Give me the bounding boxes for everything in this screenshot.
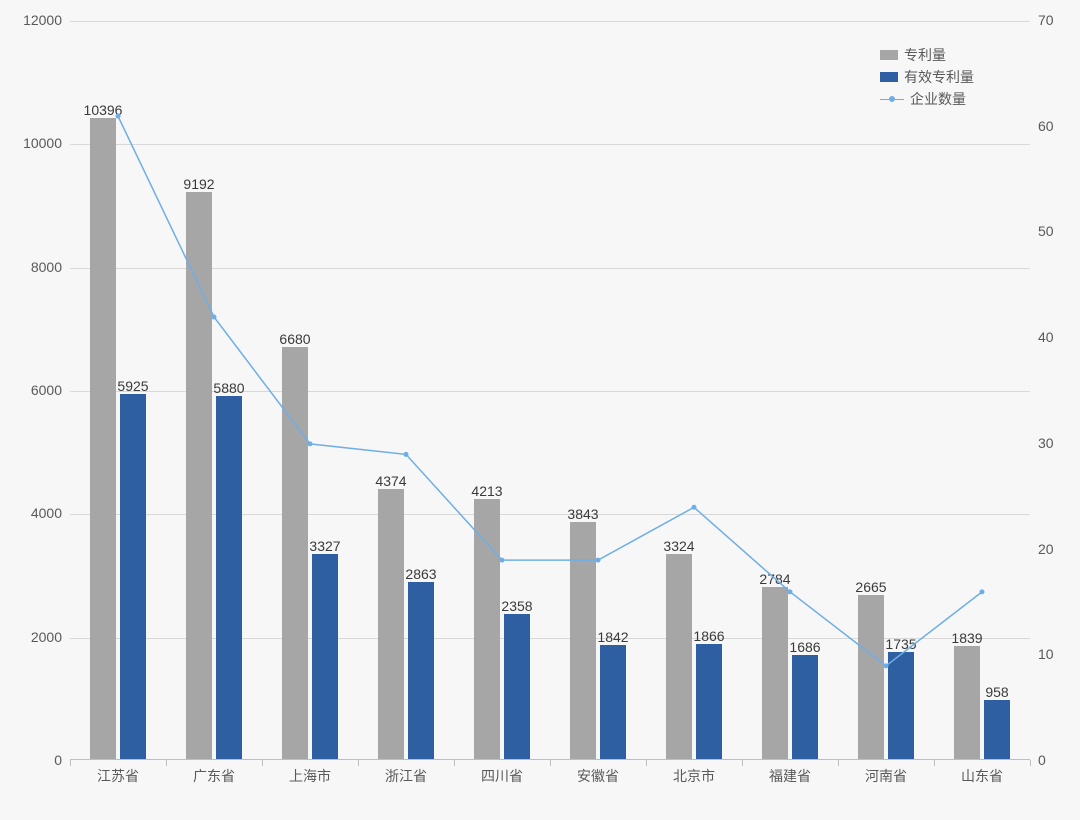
y-right-tick-label: 40 — [1038, 329, 1054, 345]
y-right-tick-label: 70 — [1038, 12, 1054, 28]
y-right-tick-label: 30 — [1038, 435, 1054, 451]
plot-area: 1039659259192588066803327437428634213235… — [70, 20, 1030, 760]
y-left-tick-label: 2000 — [31, 629, 62, 645]
y-right-tick-label: 20 — [1038, 541, 1054, 557]
line-marker — [596, 558, 601, 563]
y-right-tick-label: 50 — [1038, 223, 1054, 239]
x-tick — [646, 760, 647, 766]
x-tick — [358, 760, 359, 766]
legend-swatch — [880, 72, 898, 82]
line-marker — [884, 663, 889, 668]
line-marker — [308, 441, 313, 446]
x-category-label: 上海市 — [289, 766, 331, 786]
legend-item: 有效专利量 — [880, 68, 974, 86]
x-category-label: 四川省 — [481, 766, 523, 786]
legend-swatch — [880, 50, 898, 60]
x-tick — [838, 760, 839, 766]
line-marker — [980, 589, 985, 594]
x-category-label: 江苏省 — [97, 766, 139, 786]
x-category-label: 安徽省 — [577, 766, 619, 786]
legend-label: 专利量 — [904, 45, 946, 65]
y-left-tick-label: 4000 — [31, 505, 62, 521]
y-left-tick-label: 0 — [54, 752, 62, 768]
x-tick — [742, 760, 743, 766]
legend-line-swatch — [880, 92, 904, 106]
legend: 专利量有效专利量企业数量 — [880, 46, 974, 112]
line-marker — [404, 452, 409, 457]
x-tick — [550, 760, 551, 766]
y-axis-left: 020004000600080001000012000 — [0, 20, 70, 760]
combo-chart: 1039659259192588066803327437428634213235… — [0, 0, 1080, 820]
y-left-tick-label: 12000 — [23, 12, 62, 28]
y-right-tick-label: 10 — [1038, 646, 1054, 662]
x-tick — [1030, 760, 1031, 766]
y-left-tick-label: 6000 — [31, 382, 62, 398]
x-category-label: 山东省 — [961, 766, 1003, 786]
x-category-label: 广东省 — [193, 766, 235, 786]
line-marker — [212, 315, 217, 320]
line-series — [70, 21, 1030, 759]
x-tick — [454, 760, 455, 766]
line-marker — [692, 505, 697, 510]
line-marker — [500, 558, 505, 563]
x-category-label: 河南省 — [865, 766, 907, 786]
y-right-tick-label: 0 — [1038, 752, 1046, 768]
legend-label: 有效专利量 — [904, 67, 974, 87]
legend-label: 企业数量 — [910, 89, 966, 109]
x-tick — [934, 760, 935, 766]
x-tick — [70, 760, 71, 766]
y-left-tick-label: 10000 — [23, 135, 62, 151]
y-left-tick-label: 8000 — [31, 259, 62, 275]
x-tick — [262, 760, 263, 766]
x-tick — [166, 760, 167, 766]
x-category-label: 北京市 — [673, 766, 715, 786]
y-axis-right: 010203040506070 — [1030, 20, 1080, 760]
x-category-label: 福建省 — [769, 766, 811, 786]
line-marker — [788, 589, 793, 594]
legend-item: 专利量 — [880, 46, 974, 64]
y-right-tick-label: 60 — [1038, 118, 1054, 134]
x-category-label: 浙江省 — [385, 766, 427, 786]
legend-item: 企业数量 — [880, 90, 974, 108]
line-marker — [116, 114, 121, 119]
